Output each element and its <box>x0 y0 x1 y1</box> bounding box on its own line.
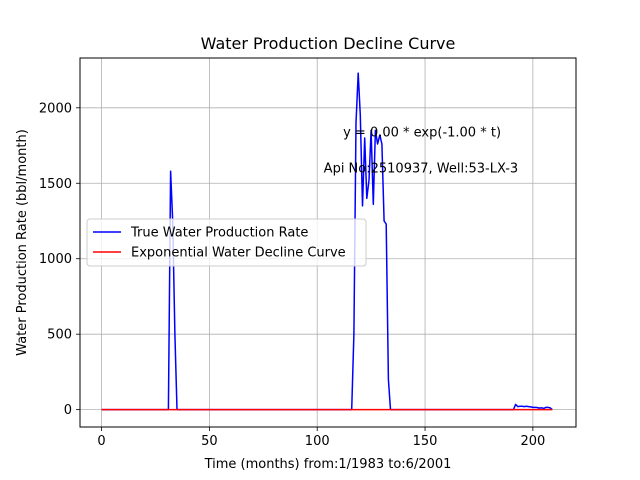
x-tick-label: 0 <box>97 434 105 449</box>
legend-label: Exponential Water Decline Curve <box>131 246 346 261</box>
y-tick-label: 1000 <box>39 252 72 267</box>
legend: True Water Production Rate Exponential Wa… <box>86 218 367 267</box>
chart-title: Water Production Decline Curve <box>201 34 456 53</box>
x-tick-label: 150 <box>413 434 438 449</box>
plot-frame <box>79 57 577 428</box>
x-tick-label: 200 <box>520 434 545 449</box>
y-tick-label: 2000 <box>39 101 72 116</box>
x-tick-label: 50 <box>201 434 218 449</box>
annotation-text: Api No:2510937, Well:53-LX-3 <box>324 162 519 177</box>
y-tick-label: 0 <box>64 403 72 418</box>
y-axis-label: Water Production Rate (bbl/month) <box>15 129 30 356</box>
annotation-text: y = 0.00 * exp(-1.00 * t) <box>343 125 501 140</box>
legend-box <box>86 218 367 267</box>
annotations: y = 0.00 * exp(-1.00 * t) Api No:2510937,… <box>324 125 519 176</box>
x-tick-label: 100 <box>305 434 330 449</box>
x-axis-label: Time (months) from:1/1983 to:6/2001 <box>204 457 452 472</box>
legend-label: True Water Production Rate <box>130 226 308 241</box>
y-tick-label: 500 <box>47 328 72 343</box>
y-tick-label: 1500 <box>39 177 72 192</box>
